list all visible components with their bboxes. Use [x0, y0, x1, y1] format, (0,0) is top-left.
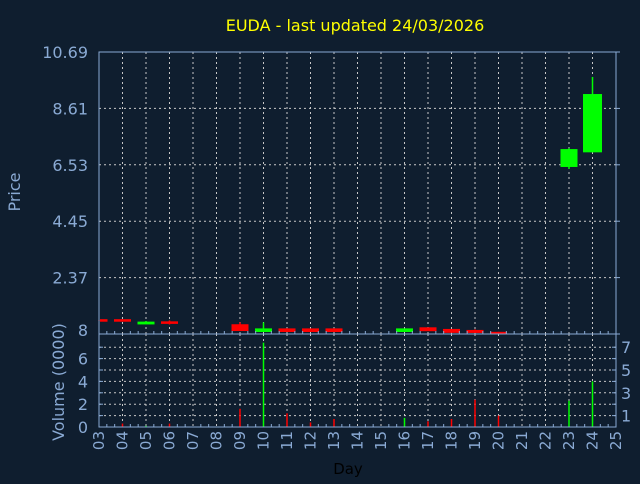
volume-tick-label: 3: [621, 384, 631, 403]
candle-body: [443, 328, 460, 333]
x-tick-label: 06: [161, 431, 179, 450]
x-tick-label: 14: [349, 431, 367, 450]
x-tick-label: 12: [302, 431, 320, 450]
y-tick-label: 4.45: [52, 212, 88, 231]
candle-body: [419, 327, 437, 332]
candle-body: [278, 328, 296, 333]
y-tick-label: 8.61: [52, 99, 88, 118]
candle-body: [302, 328, 319, 333]
candle-body: [396, 328, 413, 333]
volume-tick-label: 6: [78, 350, 88, 369]
x-tick-label: 16: [396, 431, 414, 450]
volume-panel-frame: [98, 333, 617, 428]
x-tick-label: 18: [443, 431, 461, 450]
volume-tick-label: 5: [621, 361, 631, 380]
x-tick-label: 23: [560, 431, 578, 450]
candle-body: [466, 329, 484, 333]
candle-body: [325, 328, 343, 333]
x-tick-label: 07: [184, 431, 202, 450]
volume-tick-label: 2: [78, 395, 88, 414]
volume-axis-label: Volume (0000): [49, 323, 68, 441]
x-axis-label: Day: [333, 460, 363, 478]
x-tick-label: 08: [208, 431, 226, 450]
x-tick-label: 11: [278, 431, 296, 450]
x-tick-label: 17: [419, 431, 437, 450]
y-tick-label: 2.37: [52, 269, 88, 288]
volume-tick-label: 7: [621, 338, 631, 357]
x-tick-label: 03: [90, 431, 108, 450]
x-tick-label: 22: [537, 431, 555, 450]
x-tick-label: 13: [325, 431, 343, 450]
x-tick-label: 19: [466, 431, 484, 450]
candle-body: [161, 321, 178, 324]
x-tick-label: 04: [114, 431, 132, 450]
candle-body: [100, 319, 108, 322]
candle-body: [583, 94, 602, 153]
candle-body: [255, 328, 272, 333]
chart-title: EUDA - last updated 24/03/2026: [226, 16, 485, 35]
x-tick-label: 15: [372, 431, 390, 450]
y-tick-label: 6.53: [52, 156, 88, 175]
x-tick-label: 20: [490, 431, 508, 450]
x-tick-label: 25: [607, 431, 625, 450]
x-tick-label: 05: [137, 431, 155, 450]
x-tick-label: 10: [255, 431, 273, 450]
x-tick-label: 21: [513, 431, 531, 450]
volume-tick-label: 1: [621, 407, 631, 426]
y-tick-label: 10.69: [42, 43, 88, 62]
candle-body: [490, 331, 507, 334]
y-axis-label: Price: [5, 172, 24, 211]
volume-tick-label: 0: [78, 418, 88, 437]
candle-body: [231, 324, 249, 332]
x-tick-label: 24: [584, 431, 602, 450]
x-tick-label: 09: [231, 431, 249, 450]
candle-body: [137, 321, 155, 325]
y-tick-label: 8: [78, 321, 88, 340]
volume-tick-label: 4: [78, 372, 88, 391]
candle-body: [114, 319, 131, 322]
candle-body: [560, 149, 578, 167]
